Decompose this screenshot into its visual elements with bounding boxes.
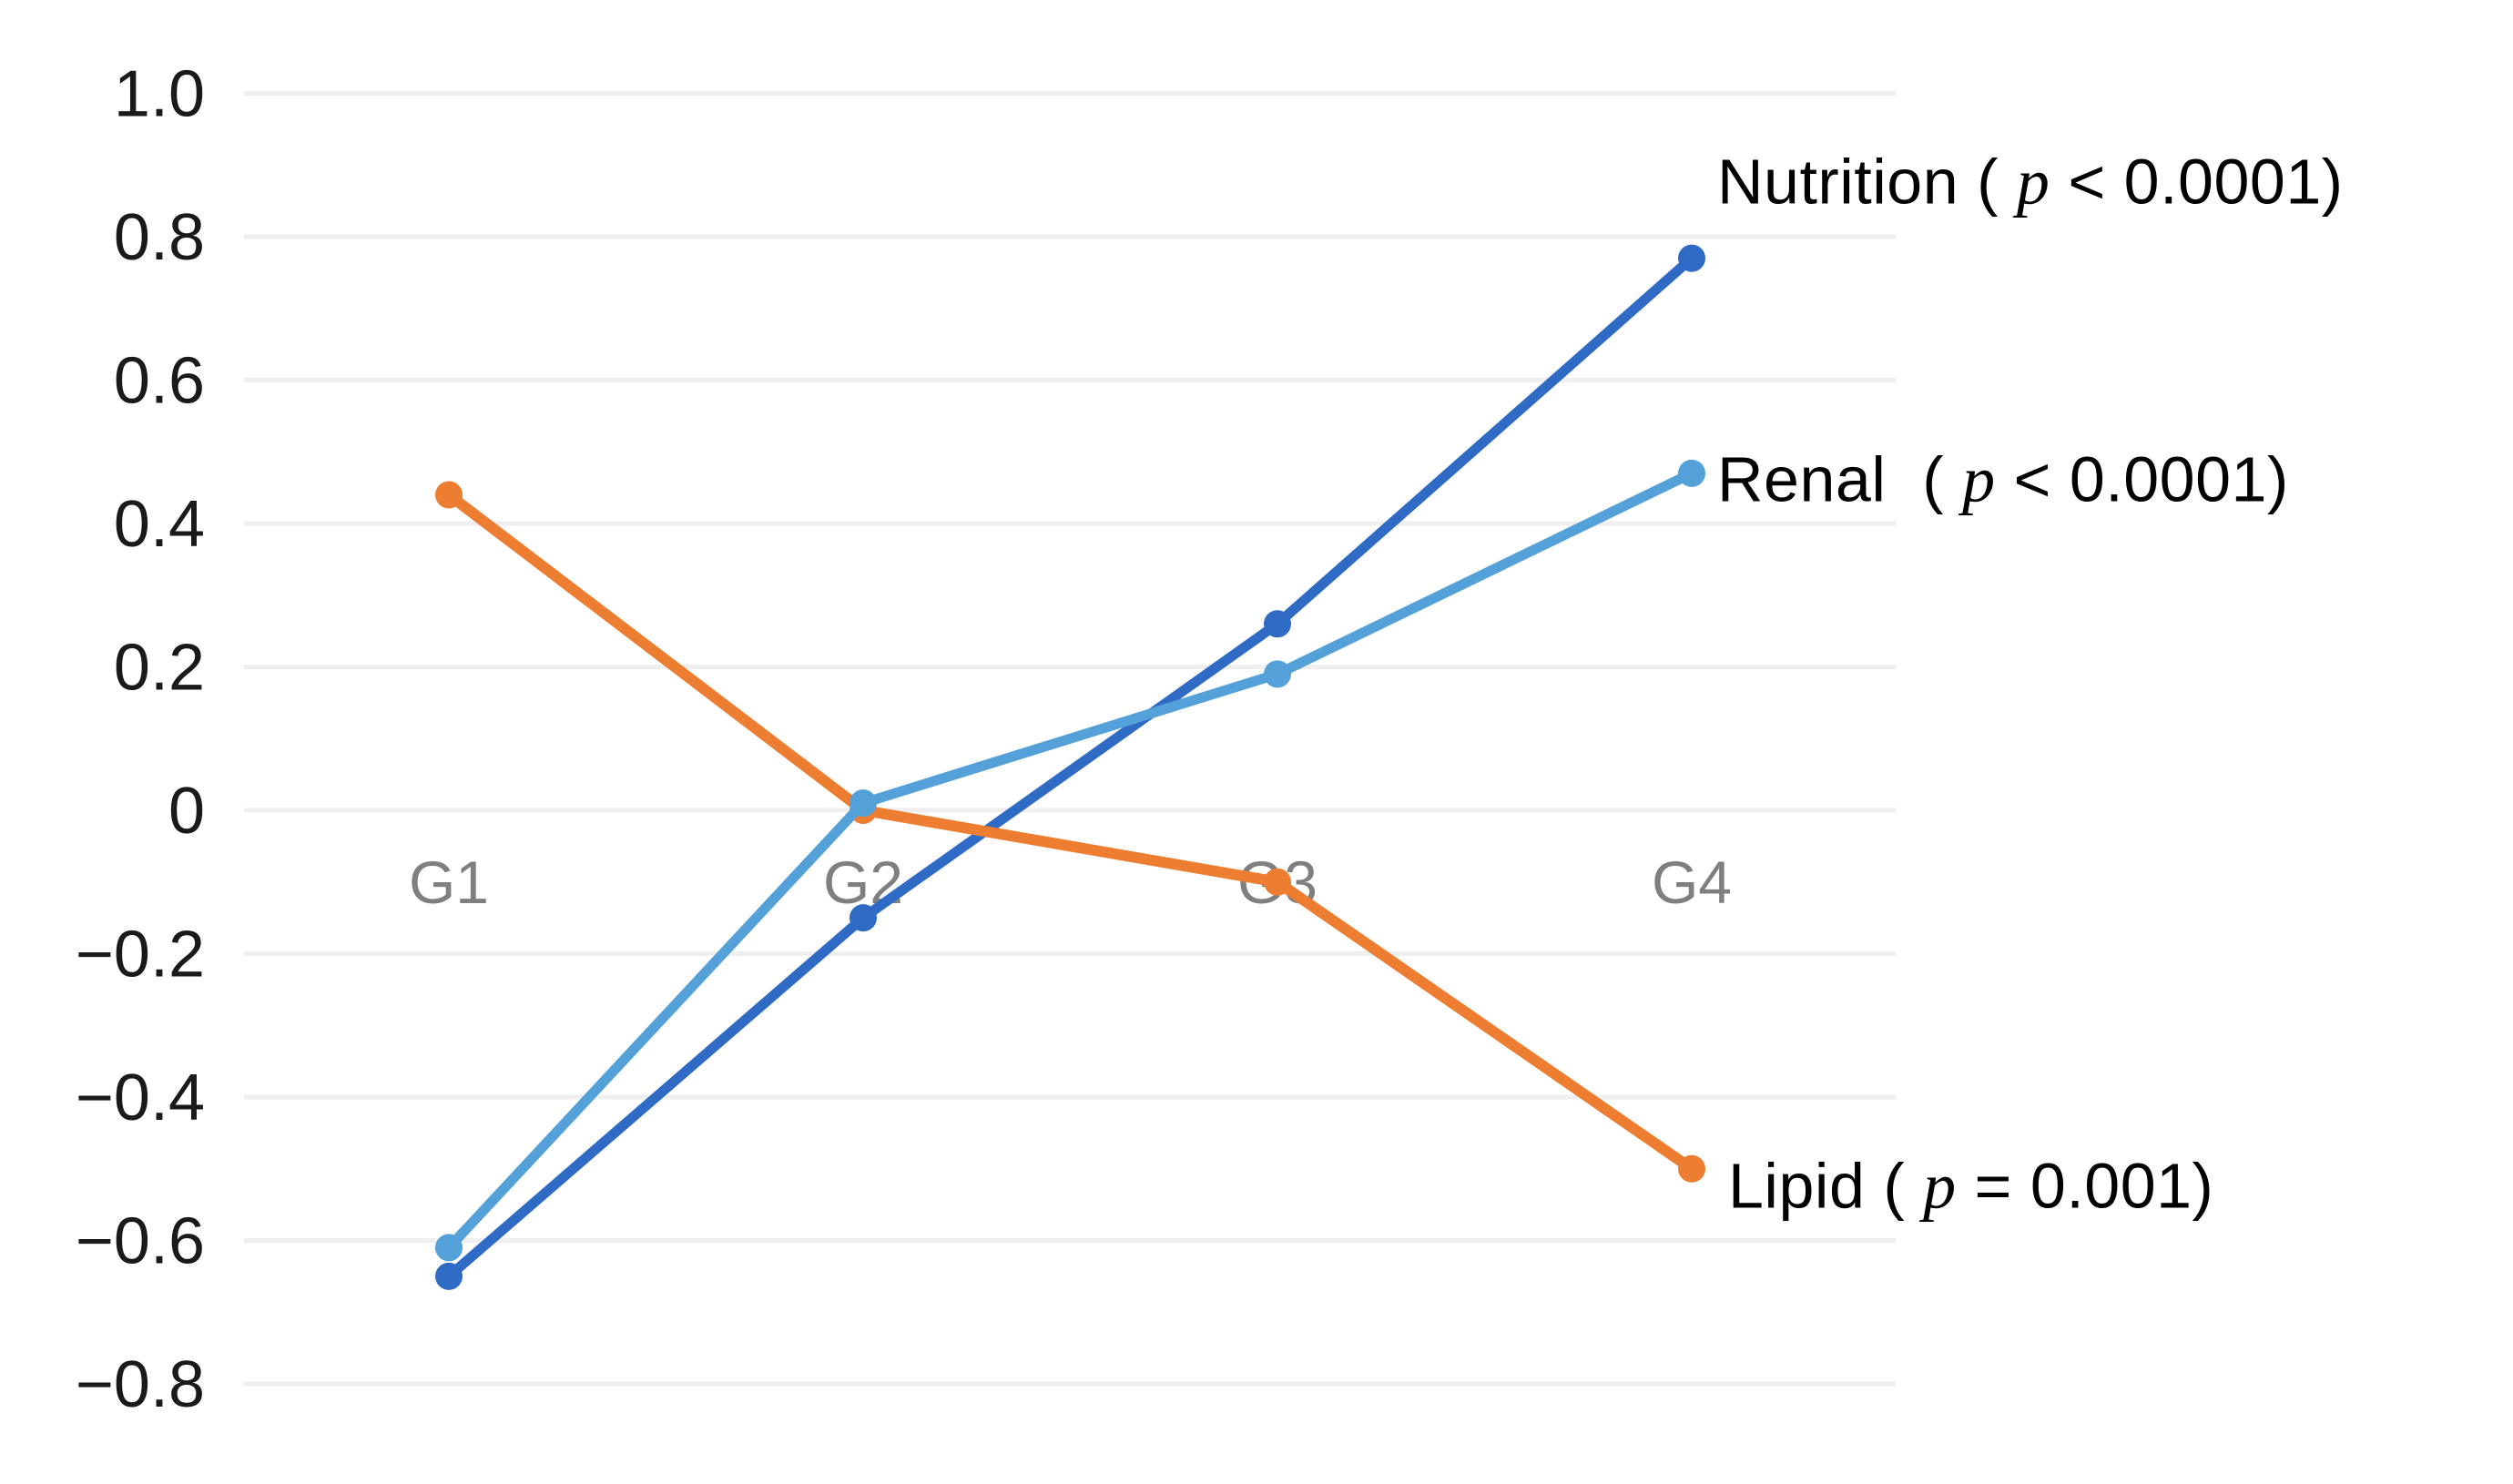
nutrition-point-g4	[1678, 244, 1705, 272]
legend-text-pre: Nutrition (	[1717, 146, 2017, 218]
lipid-line	[443, 489, 1697, 1174]
y-axis-tick-label: −0.8	[76, 1348, 205, 1421]
legend-text-pre: Renal (	[1717, 443, 1963, 515]
legend-label-nutrition: Nutrition ( p < 0.0001)	[1717, 146, 2344, 218]
y-axis-tick-label: −0.4	[76, 1062, 205, 1134]
nutrition-line	[443, 253, 1697, 1282]
legend-text-p: p	[1962, 442, 1996, 516]
nutrition-point-g3	[1264, 610, 1291, 638]
renal-point-g1	[435, 1234, 463, 1262]
renal-point-g4	[1678, 459, 1705, 487]
renal-line	[443, 468, 1697, 1253]
renal-point-g2	[850, 789, 877, 818]
legend-text-p: p	[2016, 145, 2050, 219]
renal-point-g3	[1264, 660, 1291, 688]
lipid-point-g3	[1264, 868, 1291, 896]
x-axis-category-label: G1	[409, 849, 489, 916]
legend-label-lipid: Lipid ( p = 0.001)	[1728, 1150, 2213, 1222]
lipid-point-g1	[435, 481, 463, 509]
legend-text-post: = 0.001)	[1956, 1150, 2214, 1222]
y-axis-tick-label: 0.2	[114, 632, 205, 705]
legend-label-renal: Renal ( p < 0.0001)	[1717, 443, 2289, 515]
y-axis-tick-label: −0.6	[76, 1205, 205, 1278]
legend-text-pre: Lipid (	[1728, 1150, 1924, 1222]
y-axis-tick-label: 1.0	[114, 58, 205, 131]
legend-text-p: p	[1923, 1149, 1957, 1223]
legend-text-post: < 0.0001)	[2050, 146, 2344, 218]
nutrition-point-g2	[850, 904, 877, 932]
legend-text-post: < 0.0001)	[1995, 443, 2289, 515]
nutrition-point-g1	[435, 1262, 463, 1290]
y-axis-tick-label: 0.4	[114, 488, 205, 561]
lipid-point-g4	[1678, 1154, 1705, 1183]
y-axis-tick-label: 0.6	[114, 345, 205, 418]
y-axis-tick-label: 0	[168, 775, 205, 848]
y-axis-tick-label: 0.8	[114, 201, 205, 274]
y-axis-tick-label: −0.2	[76, 919, 205, 991]
x-axis-category-label: G4	[1652, 849, 1732, 916]
